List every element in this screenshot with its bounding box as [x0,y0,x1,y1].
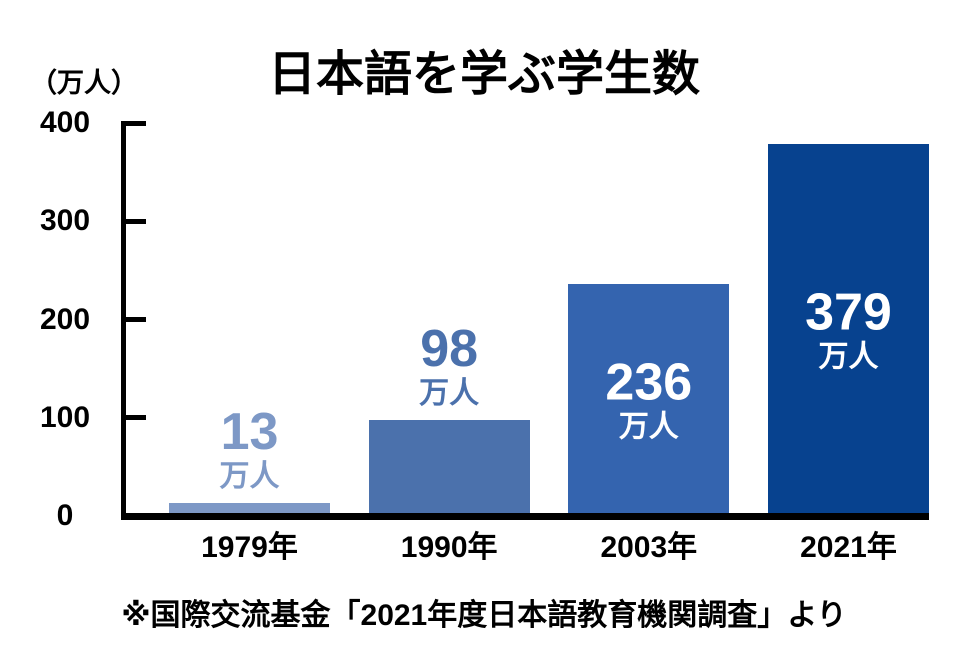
bar-value-label: 98 万人 [369,323,530,410]
bar [368,419,530,516]
bar-value-number: 98 [420,319,479,378]
x-axis-label: 1979年 [201,531,298,564]
bar-value-label: 379 万人 [768,286,929,373]
bar-value-unit: 万人 [618,410,679,444]
source-note: ※国際交流基金「2021年度日本語教育機関調査」より [121,599,847,632]
bar-value-number: 236 [605,353,693,412]
bar-value-number: 379 [805,283,892,342]
y-tick-label: 400 [39,106,91,139]
bar-cell: 13 万人 [169,123,330,516]
bar-value-unit: 万人 [219,460,280,494]
bar-cell: 236 万人 [568,123,730,516]
bar-value-label: 236 万人 [568,357,729,444]
bar [568,284,730,516]
bar-cell: 98 万人 [368,123,530,516]
y-tick-label: 100 [39,400,91,434]
y-tick-label: 300 [39,204,91,238]
bar-cell: 379 万人 [767,123,929,516]
y-tick-label: 200 [39,302,91,336]
bars-container: 13 万人 98 万人 236 万人 379 万人 [169,123,929,516]
plot-area: 13 万人 98 万人 236 万人 379 万人 [121,120,929,520]
x-axis-labels: 1979年 1990年 2003年 2021年 [169,531,929,565]
y-axis-unit-label: （万人） [30,68,138,98]
x-axis-line [121,513,929,520]
y-tick-mark [121,317,146,322]
bar-value-unit: 万人 [419,376,480,410]
y-tick-label: 0 [56,499,74,532]
bar [767,143,929,516]
x-axis-label: 1990年 [400,531,498,564]
chart-title: 日本語を学ぶ学生数 [267,48,700,101]
bar [169,503,330,516]
bar-value-label: 13 万人 [169,406,330,493]
x-axis-label: 2021年 [800,531,897,564]
bar-value-number: 13 [220,403,279,462]
x-axis-label: 2003年 [600,531,698,564]
y-tick-mark [121,120,146,126]
y-tick-mark [121,415,146,421]
bar-value-unit: 万人 [818,340,879,374]
y-tick-mark [121,218,146,224]
